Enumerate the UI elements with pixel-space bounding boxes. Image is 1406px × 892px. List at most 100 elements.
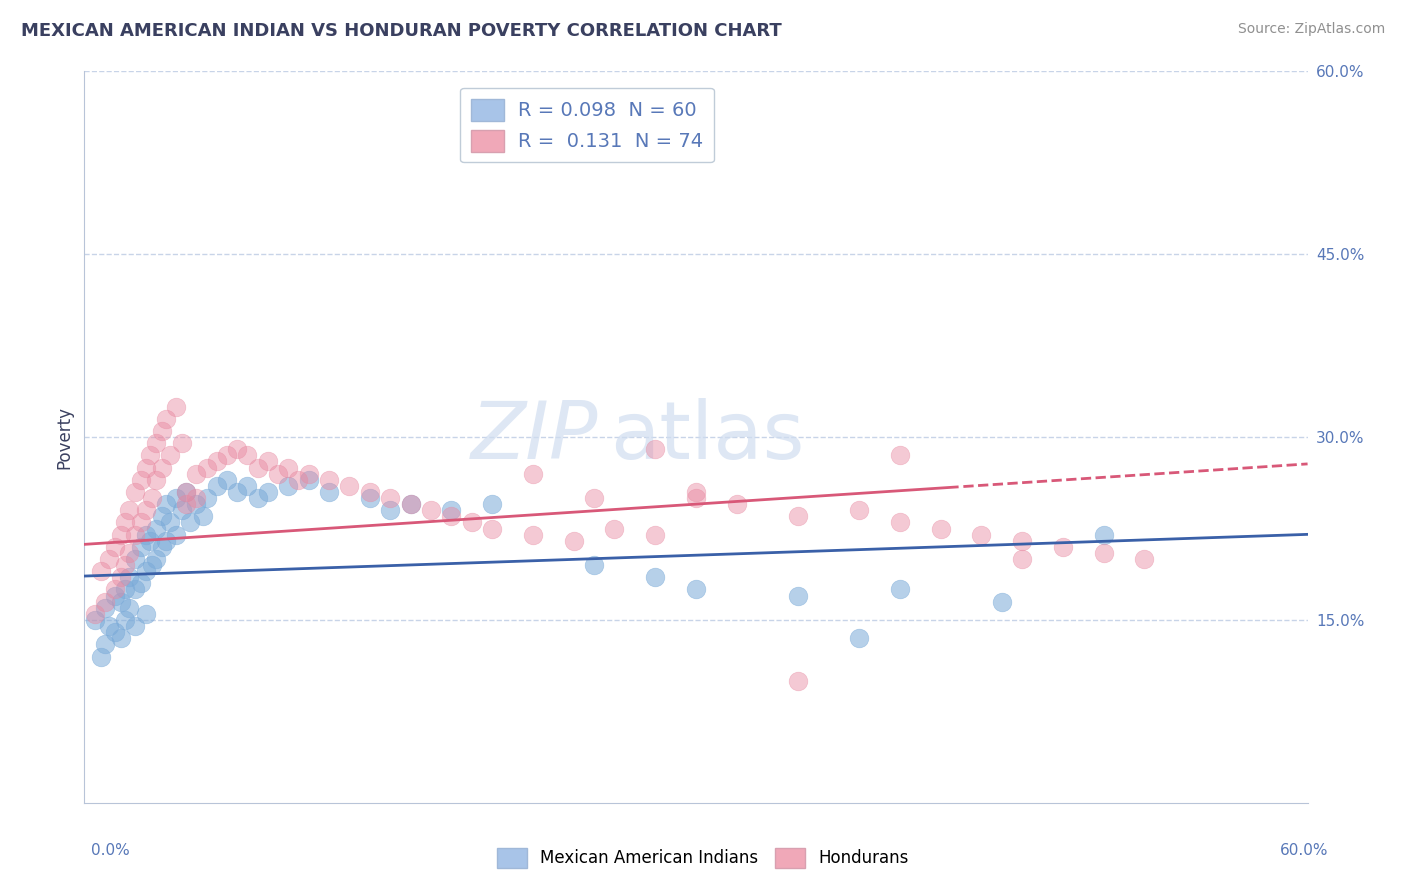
Point (145, 552, 167, 566)
Point (848, 503, 870, 517)
Point (104, 589, 127, 603)
Point (889, 582, 911, 597)
Point (135, 527, 157, 541)
Point (339, 479, 361, 493)
Point (114, 613, 136, 627)
Point (277, 479, 299, 493)
Point (267, 467, 290, 481)
Legend: R = 0.098  N = 60, R =  0.131  N = 74: R = 0.098 N = 60, R = 0.131 N = 74 (460, 87, 714, 162)
Point (90, 649, 112, 664)
Y-axis label: Poverty: Poverty (55, 406, 73, 468)
Point (226, 442, 249, 457)
Point (97, 552, 120, 566)
Point (991, 594, 1014, 608)
Point (141, 558, 163, 573)
Point (359, 485, 381, 500)
Point (1133, 552, 1156, 566)
Point (246, 460, 269, 475)
Point (131, 473, 153, 487)
Point (889, 448, 911, 462)
Point (138, 533, 160, 548)
Point (380, 491, 402, 505)
Point (138, 448, 160, 462)
Point (93, 594, 115, 608)
Point (110, 527, 132, 541)
Point (1092, 527, 1115, 541)
Point (226, 485, 249, 500)
Point (165, 491, 187, 505)
Point (522, 527, 544, 541)
Point (124, 619, 146, 633)
Point (191, 509, 214, 524)
Point (399, 497, 422, 511)
Point (1011, 533, 1033, 548)
Point (246, 491, 269, 505)
Point (172, 436, 194, 450)
Point (104, 582, 127, 597)
Point (110, 632, 132, 646)
Point (318, 485, 340, 500)
Point (131, 540, 153, 554)
Point (145, 473, 167, 487)
Point (257, 485, 280, 500)
Point (848, 632, 870, 646)
Point (150, 424, 173, 438)
Point (155, 497, 177, 511)
Point (380, 503, 402, 517)
Point (236, 479, 259, 493)
Point (150, 509, 173, 524)
Point (186, 467, 208, 481)
Point (186, 497, 208, 511)
Point (110, 570, 132, 584)
Point (1011, 552, 1033, 566)
Point (97, 619, 120, 633)
Point (186, 491, 208, 505)
Point (141, 491, 163, 505)
Point (583, 491, 606, 505)
Point (1092, 546, 1115, 560)
Point (522, 467, 544, 481)
Point (399, 497, 422, 511)
Point (135, 503, 157, 517)
Point (298, 467, 321, 481)
Point (83, 613, 105, 627)
Point (114, 516, 136, 530)
Point (562, 533, 585, 548)
Point (90, 564, 112, 578)
Point (159, 516, 181, 530)
Point (583, 558, 606, 573)
Point (644, 527, 666, 541)
Point (150, 460, 173, 475)
Point (287, 473, 309, 487)
Point (1052, 540, 1074, 554)
Point (174, 497, 197, 511)
Point (889, 516, 911, 530)
Point (150, 540, 173, 554)
Point (155, 533, 177, 548)
Point (644, 442, 666, 457)
Point (440, 503, 463, 517)
Point (174, 485, 197, 500)
Point (174, 485, 197, 500)
Point (970, 527, 993, 541)
Point (159, 448, 181, 462)
Point (644, 570, 666, 584)
Point (217, 448, 239, 462)
Point (172, 503, 194, 517)
Point (118, 600, 141, 615)
Point (93, 600, 115, 615)
Point (110, 594, 132, 608)
Text: 60.0%: 60.0% (1281, 843, 1329, 858)
Text: atlas: atlas (610, 398, 804, 476)
Point (481, 521, 503, 535)
Point (124, 552, 146, 566)
Point (131, 576, 153, 591)
Point (461, 516, 484, 530)
Point (114, 558, 136, 573)
Point (685, 485, 707, 500)
Point (420, 503, 443, 517)
Point (83, 607, 105, 621)
Point (104, 540, 127, 554)
Text: 0.0%: 0.0% (91, 843, 131, 858)
Point (205, 454, 228, 468)
